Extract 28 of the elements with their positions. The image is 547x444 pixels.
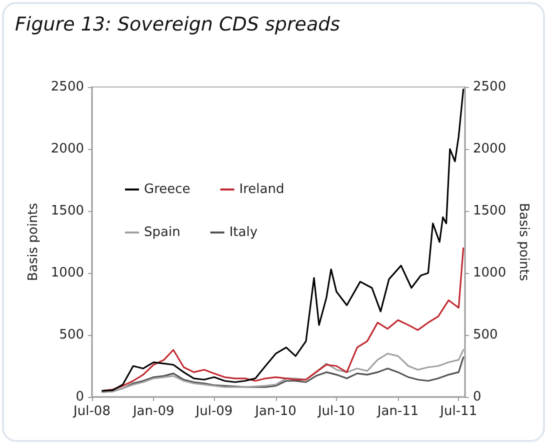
x-tick-label: Jan-10	[254, 404, 296, 419]
legend-label: Greece	[144, 182, 190, 197]
y-tick-label: 1000	[50, 266, 84, 280]
x-tick-label: Jan-11	[376, 404, 419, 419]
x-tick-label: Jul-10	[316, 404, 355, 419]
x-tick-label: Jul-11	[439, 404, 478, 419]
legend-label: Spain	[144, 225, 180, 240]
y-tick-label: 2000	[50, 142, 84, 156]
y-tick-label: 500	[59, 328, 84, 342]
x-tick-label: Jul-09	[194, 404, 233, 419]
y2-tick-label: 2000	[473, 142, 506, 156]
line-series	[102, 88, 464, 392]
x-tick-label: Jul-08	[72, 404, 110, 419]
y2-axis-title: Basis points	[516, 202, 531, 282]
y2-tick-label: 1500	[473, 204, 506, 218]
y2-tick-label: 0	[473, 390, 482, 404]
y2-tick-label: 500	[473, 328, 498, 342]
y-tick-label: 1500	[50, 204, 84, 218]
line-series	[102, 247, 464, 392]
legend-label: Ireland	[239, 182, 284, 197]
y2-tick-label: 1000	[473, 266, 506, 280]
legend-label: Italy	[229, 225, 258, 240]
y-tick-label: 2500	[50, 80, 84, 94]
y-tick-label: 0	[76, 390, 84, 404]
chart-title: Figure 13: Sovereign CDS spreads	[15, 14, 340, 36]
y2-tick-label: 2500	[473, 80, 506, 94]
x-tick-label: Jan-09	[132, 404, 174, 419]
y-axis-title: Basis points	[26, 202, 42, 282]
